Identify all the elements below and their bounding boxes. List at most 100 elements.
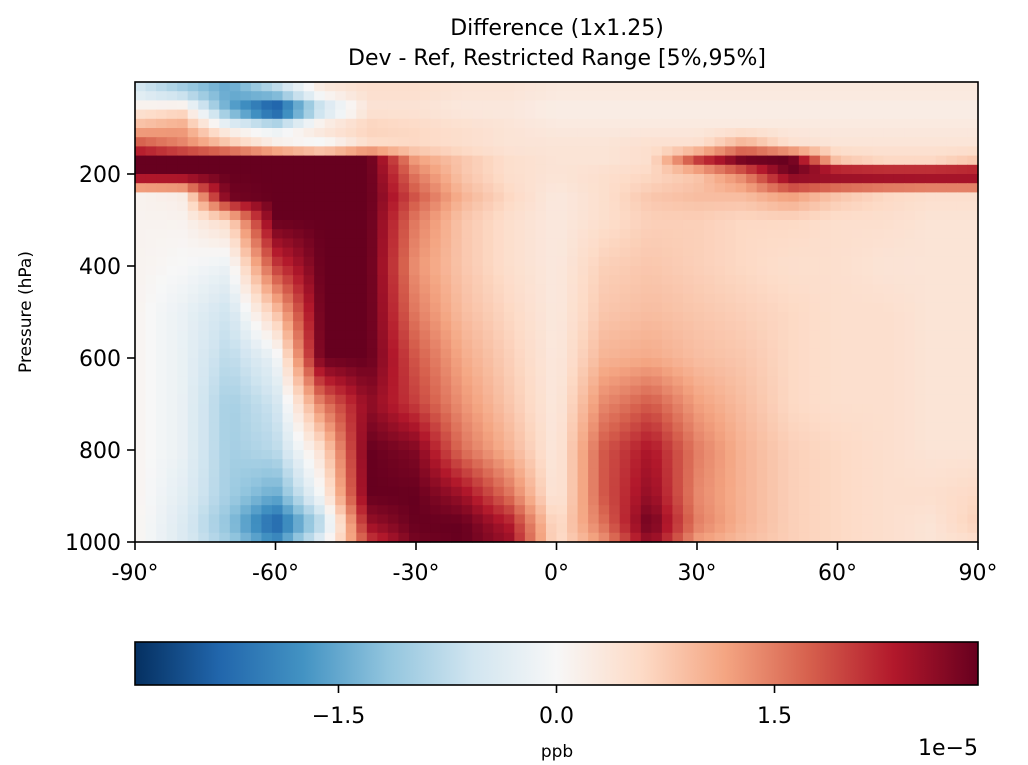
heatmap-cell [198,229,210,239]
heatmap-cell [925,128,937,138]
heatmap-cell [682,183,695,193]
heatmap-cell [440,312,452,322]
heatmap-cell [366,155,378,166]
heatmap-cell [651,183,663,193]
heatmap-cell [735,321,747,331]
heatmap-cell [651,404,663,414]
heatmap-cell [335,247,347,258]
heatmap-cell [883,266,895,276]
heatmap-cell [967,302,979,313]
heatmap-cell [640,496,652,506]
heatmap-cell [229,192,241,203]
heatmap-cell [567,450,579,460]
heatmap-cell [335,505,347,515]
heatmap-cell [156,100,168,111]
heatmap-cell [282,192,294,203]
heatmap-cell [672,128,684,138]
heatmap-cell [567,348,579,359]
heatmap-cell [135,486,147,497]
heatmap-cell [135,183,147,193]
heatmap-cell [619,321,631,331]
heatmap-cell [746,109,758,120]
heatmap-cell [324,275,336,285]
heatmap-cell [830,367,842,377]
heatmap-cell [704,192,716,203]
heatmap-cell [872,118,884,129]
heatmap-cell [630,118,642,129]
heatmap-cell [261,431,273,442]
heatmap-cell [904,91,916,101]
heatmap-cell [567,100,579,111]
heatmap-cell [356,146,368,157]
heatmap-cell [482,109,494,120]
heatmap-cell [588,220,600,230]
heatmap-cell [851,468,863,479]
heatmap-cell [177,174,189,184]
heatmap-cell [946,109,958,120]
heatmap-cell [314,302,326,313]
heatmap-cell [609,238,621,249]
heatmap-cell [472,192,484,203]
heatmap-cell [398,532,410,543]
heatmap-cell [430,477,442,488]
heatmap-cell [208,164,220,175]
heatmap-cell [430,321,442,331]
heatmap-cell [387,422,400,433]
heatmap-cell [461,238,473,249]
heatmap-cell [177,459,189,469]
heatmap-cell [588,201,600,212]
heatmap-cell [324,394,336,405]
heatmap-cell [545,321,558,331]
heatmap-cell [756,459,768,469]
heatmap-cell [735,128,747,138]
heatmap-cell [356,229,368,239]
heatmap-cell [714,137,726,147]
heatmap-cell [187,128,199,138]
heatmap-cell [240,82,252,92]
heatmap-cell [598,210,610,221]
heatmap-cell [229,477,241,488]
heatmap-cell [777,413,789,423]
heatmap-cell [746,312,758,322]
heatmap-cell [387,523,400,534]
heatmap-cell [208,183,220,193]
heatmap-cell [788,431,800,442]
heatmap-cell [356,275,368,285]
heatmap-cell [535,468,547,479]
heatmap-cell [293,210,305,221]
heatmap-cell [651,266,663,276]
heatmap-cell [851,220,863,230]
heatmap-cell [704,91,716,101]
heatmap-cell [904,376,916,387]
heatmap-cell [767,339,779,350]
heatmap-cell [567,256,579,267]
heatmap-cell [904,404,916,414]
heatmap-cell [156,201,168,212]
heatmap-cell [682,422,695,433]
heatmap-cell [693,220,705,230]
heatmap-cell [250,394,263,405]
heatmap-cell [788,394,800,405]
heatmap-cell [851,339,863,350]
heatmap-cell [187,82,199,92]
heatmap-cell [609,321,621,331]
heatmap-cell [524,118,537,129]
heatmap-cell [419,137,431,147]
heatmap-cell [651,440,663,451]
heatmap-cell [956,486,969,497]
heatmap-cell [746,284,758,295]
heatmap-cell [335,312,347,322]
heatmap-cell [767,367,779,377]
heatmap-cell [809,109,821,120]
heatmap-cell [229,91,241,101]
heatmap-cell [704,440,716,451]
heatmap-cell [135,201,147,212]
heatmap-cell [746,247,758,258]
heatmap-cell [956,339,969,350]
heatmap-cell [777,431,789,442]
heatmap-cell [156,229,168,239]
heatmap-cell [219,146,231,157]
heatmap-cell [893,256,905,267]
heatmap-cell [735,376,747,387]
heatmap-cell [809,376,821,387]
